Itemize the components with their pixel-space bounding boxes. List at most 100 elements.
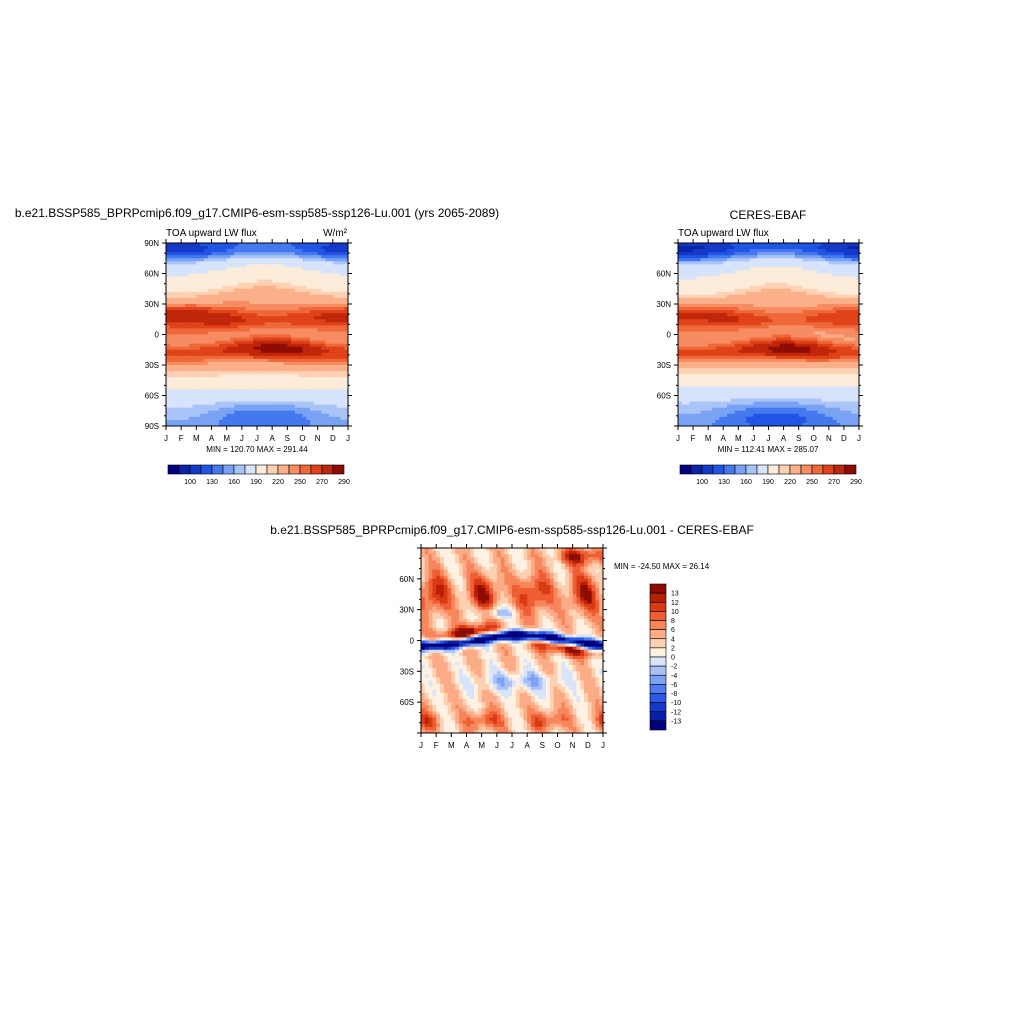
panel-model-cell bbox=[253, 414, 257, 417]
panel-model-cell bbox=[333, 420, 337, 423]
panel-model-cell bbox=[223, 301, 227, 304]
panel-model-cell bbox=[265, 319, 269, 322]
panel-obs-cell bbox=[682, 274, 686, 277]
panel-model-cell bbox=[329, 292, 333, 295]
panel-obs-cell bbox=[761, 310, 765, 313]
panel-model-cell bbox=[230, 420, 234, 423]
panel-model-cell bbox=[329, 396, 333, 399]
panel-model-cell bbox=[284, 249, 288, 252]
panel-model-cell bbox=[238, 322, 242, 325]
panel-model-colorbar-swatch bbox=[168, 465, 179, 474]
panel-model-cell bbox=[181, 274, 185, 277]
panel-obs-cell bbox=[787, 350, 791, 353]
panel-model-cell bbox=[208, 408, 212, 411]
panel-model-cell bbox=[189, 280, 193, 283]
panel-model-cell bbox=[212, 335, 216, 338]
panel-obs-cell bbox=[810, 313, 814, 316]
panel-model-cell bbox=[291, 249, 295, 252]
panel-model-cell bbox=[242, 310, 246, 313]
panel-model-cell bbox=[246, 402, 250, 405]
panel-obs-cell bbox=[840, 280, 844, 283]
panel-obs-cell bbox=[716, 319, 720, 322]
panel-model-cell bbox=[170, 408, 174, 411]
panel-model-cell bbox=[276, 347, 280, 350]
panel-obs-cell bbox=[848, 249, 852, 252]
panel-model-cell bbox=[196, 322, 200, 325]
panel-model-cell bbox=[306, 304, 310, 307]
panel-model-cell bbox=[238, 350, 242, 353]
panel-model-cell bbox=[215, 417, 219, 420]
panel-model-cell bbox=[208, 389, 212, 392]
panel-obs-cell bbox=[769, 328, 773, 331]
panel-model-cell bbox=[181, 325, 185, 328]
panel-obs-cell bbox=[757, 344, 761, 347]
panel-model-cell bbox=[291, 331, 295, 334]
panel-model-cell bbox=[321, 322, 325, 325]
panel-model-cell bbox=[272, 371, 276, 374]
panel-obs-cell bbox=[686, 310, 690, 313]
panel-model-cell bbox=[215, 283, 219, 286]
panel-model-cell bbox=[215, 298, 219, 301]
panel-model-cell bbox=[181, 277, 185, 280]
panel-model-cell bbox=[321, 246, 325, 249]
panel-obs-cell bbox=[735, 301, 739, 304]
panel-model-cell bbox=[276, 283, 280, 286]
panel-obs-cell bbox=[769, 264, 773, 267]
panel-obs-cell bbox=[848, 359, 852, 362]
panel-obs-cell bbox=[784, 292, 788, 295]
panel-obs-cell bbox=[686, 368, 690, 371]
panel-model-cell bbox=[306, 356, 310, 359]
panel-obs-cell bbox=[840, 270, 844, 273]
panel-model-cell bbox=[177, 313, 181, 316]
panel-model-cell bbox=[170, 411, 174, 414]
panel-model-cell bbox=[276, 274, 280, 277]
panel-model-cell bbox=[215, 280, 219, 283]
panel-model-cell bbox=[185, 350, 189, 353]
panel-obs-cell bbox=[712, 295, 716, 298]
panel-obs-cell bbox=[735, 277, 739, 280]
panel-model-cell bbox=[219, 301, 223, 304]
panel-model-cell bbox=[295, 377, 299, 380]
panel-model-cell bbox=[276, 371, 280, 374]
panel-model-cell bbox=[208, 322, 212, 325]
panel-obs-cell bbox=[799, 365, 803, 368]
panel-model-cell bbox=[306, 365, 310, 368]
panel-model-cell bbox=[272, 408, 276, 411]
panel-model-cell bbox=[314, 408, 318, 411]
panel-obs-cell bbox=[818, 286, 822, 289]
panel-obs-cell bbox=[735, 368, 739, 371]
panel-obs-cell bbox=[746, 313, 750, 316]
panel-obs-cell bbox=[761, 307, 765, 310]
panel-obs-cell bbox=[723, 264, 727, 267]
panel-model-cell bbox=[284, 362, 288, 365]
panel-model-cell bbox=[265, 359, 269, 362]
panel-model-cell bbox=[310, 359, 314, 362]
panel-model-cell bbox=[284, 341, 288, 344]
panel-obs-cell bbox=[731, 283, 735, 286]
panel-model-cell bbox=[177, 374, 181, 377]
panel-model-cell bbox=[333, 402, 337, 405]
panel-model-cell bbox=[230, 267, 234, 270]
panel-model-cell bbox=[261, 392, 265, 395]
panel-model-cell bbox=[268, 322, 272, 325]
panel-model-cell bbox=[280, 267, 284, 270]
panel-obs-cell bbox=[712, 353, 716, 356]
panel-model-cell bbox=[314, 356, 318, 359]
panel-model-cell bbox=[234, 359, 238, 362]
panel-obs-cell bbox=[787, 310, 791, 313]
panel-obs-cell bbox=[776, 316, 780, 319]
panel-model-cell bbox=[261, 261, 265, 264]
panel-obs-cell bbox=[704, 274, 708, 277]
panel-model-cell bbox=[337, 402, 341, 405]
panel-model-cell bbox=[189, 417, 193, 420]
panel-obs-cell bbox=[806, 258, 810, 261]
panel-obs-cell bbox=[840, 347, 844, 350]
panel-model-cell bbox=[303, 405, 307, 408]
panel-obs-cell bbox=[810, 283, 814, 286]
panel-model-cell bbox=[280, 277, 284, 280]
panel-obs-cell bbox=[727, 246, 731, 249]
panel-obs-cell bbox=[806, 270, 810, 273]
panel-obs-cell bbox=[791, 277, 795, 280]
panel-model-cell bbox=[291, 328, 295, 331]
panel-model-cell bbox=[303, 368, 307, 371]
